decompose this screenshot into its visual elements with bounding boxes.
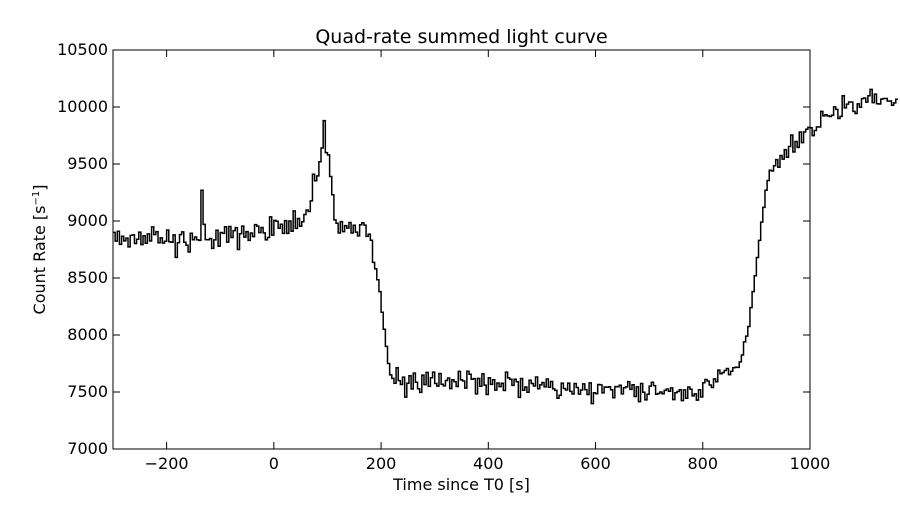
y-tick-label: 10500 [57, 40, 108, 59]
plot-frame [112, 49, 811, 450]
y-tick-label: 9000 [67, 211, 108, 230]
y-axis-label-close: ] [30, 185, 49, 191]
y-tick-label: 7000 [67, 439, 108, 458]
y-axis-label: Count Rate [s−1] [30, 185, 49, 315]
y-tick-label: 10000 [57, 97, 108, 116]
x-axis-label: Time since T0 [s] [392, 475, 530, 494]
y-axis-label-main: Count Rate [s [30, 206, 49, 315]
x-tick-label: 0 [269, 454, 279, 473]
series-line-0 [113, 88, 898, 405]
x-tick-label: −200 [145, 454, 189, 473]
y-tick-label: 8000 [67, 325, 108, 344]
x-tick-label: 800 [687, 454, 718, 473]
x-tick-label: 1000 [790, 454, 831, 473]
y-tick-label: 9500 [67, 154, 108, 173]
plot-area: −200 0 200 400 600 800 1000 7000 7500 8000 8500 900… [57, 40, 898, 473]
y-tick-label: 7500 [67, 382, 108, 401]
chart-title: Quad-rate summed light curve [315, 26, 607, 48]
y-tick-label: 8500 [67, 268, 108, 287]
x-tick-label: 400 [473, 454, 504, 473]
x-tick-label: 200 [366, 454, 397, 473]
y-axis-label-exponent: −1 [31, 191, 42, 206]
x-tick-label: 600 [580, 454, 611, 473]
